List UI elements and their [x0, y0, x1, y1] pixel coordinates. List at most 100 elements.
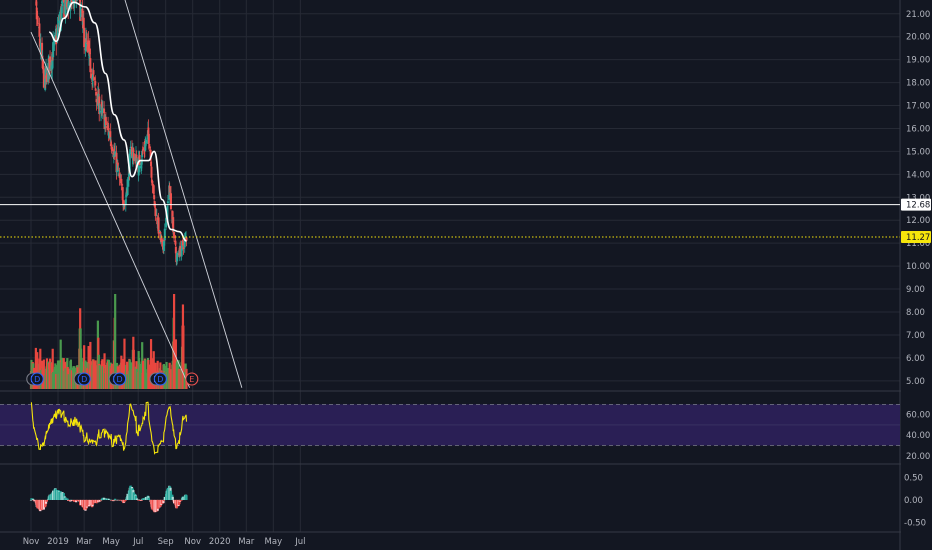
volume-bar — [39, 348, 42, 389]
candle-body — [149, 149, 152, 161]
volume-bar — [132, 349, 135, 389]
macd-bar — [98, 499, 101, 502]
moving-average-line — [48, 1, 187, 242]
volume-bar — [52, 372, 55, 389]
candle-body — [65, 0, 68, 7]
candle-body — [45, 73, 48, 82]
price-tick-label: 20.00 — [906, 33, 930, 43]
macd-bar — [138, 499, 142, 501]
candle-body — [101, 108, 104, 113]
macd-bar — [101, 497, 104, 500]
rsi-band — [0, 403, 900, 446]
candle-body — [42, 69, 45, 88]
macd-bar — [67, 499, 70, 501]
macd-bar — [180, 499, 183, 501]
candle-body — [95, 99, 98, 103]
price-tick-label: 13.00 — [906, 193, 930, 203]
candle-body — [154, 205, 157, 207]
candle-body — [62, 0, 65, 2]
candle-body — [158, 230, 161, 233]
candle-body — [88, 51, 91, 59]
macd-bar — [132, 492, 135, 500]
candle-body — [107, 125, 110, 129]
candle-body — [159, 231, 162, 240]
volume-bar — [51, 348, 54, 389]
candle-body — [153, 195, 156, 200]
candle-body — [144, 144, 147, 151]
volume-bar — [138, 363, 142, 389]
volume-bar — [64, 368, 67, 389]
candle-body — [72, 0, 75, 1]
macd-bar — [30, 498, 33, 500]
macd-bar — [107, 498, 111, 500]
price-tick-label: 9.00 — [906, 285, 925, 295]
candle-body — [57, 25, 60, 32]
candle-body — [60, 7, 63, 22]
candle-body — [183, 238, 186, 248]
macd-bar — [76, 499, 80, 502]
macd-tick-label: 0.50 — [904, 473, 923, 483]
macd-bar — [110, 499, 114, 501]
price-tick-label: 15.00 — [906, 147, 930, 157]
candle-body — [98, 111, 101, 112]
macd-bar — [36, 499, 39, 509]
marker-circle — [113, 372, 127, 386]
candle-body — [151, 181, 154, 186]
candle-body — [169, 193, 172, 210]
candle-body — [144, 144, 147, 146]
candle-body — [51, 53, 54, 70]
candle-body — [147, 133, 150, 144]
candle-body — [80, 4, 83, 6]
candle-body — [110, 143, 113, 147]
candle-body — [140, 159, 143, 165]
candle-body — [185, 237, 188, 241]
candle-body — [117, 170, 120, 172]
price-tick-label: 11.00 — [906, 239, 930, 249]
macd-bar — [112, 499, 115, 502]
macd-bar — [154, 499, 157, 513]
volume-bar — [172, 294, 176, 389]
candle-body — [41, 59, 44, 70]
candle-body — [94, 88, 97, 91]
volume-bar — [114, 294, 117, 389]
volume-bar — [101, 366, 104, 389]
candle-body — [153, 201, 156, 207]
volume-bar — [36, 352, 39, 389]
candle-body — [111, 146, 114, 152]
candle-body — [157, 217, 160, 234]
candle-body — [126, 179, 129, 196]
marker-label: D — [81, 375, 87, 384]
moving-average — [48, 1, 187, 242]
macd-bar — [160, 499, 163, 504]
candle-body — [82, 17, 85, 29]
candle-body — [123, 204, 126, 208]
candle-body — [38, 23, 41, 37]
macd-bar — [69, 499, 72, 502]
volume-bar — [145, 372, 148, 389]
macd-bar — [99, 499, 103, 502]
time-tick-label: 2019 — [47, 537, 69, 547]
macd-bar — [64, 497, 67, 500]
macd-bar — [92, 499, 95, 504]
candle-body — [54, 32, 57, 35]
candle-body — [147, 127, 150, 136]
marker-label: E — [189, 375, 194, 384]
candle-body — [168, 186, 171, 195]
macd-bar — [162, 499, 165, 504]
candle-body — [132, 149, 135, 153]
macd-bar — [32, 498, 35, 500]
candle-body — [162, 240, 165, 251]
macd-bar — [86, 499, 89, 507]
trendline — [30, 31, 191, 388]
volume-bar — [107, 359, 111, 389]
candle-body — [154, 207, 157, 217]
macd-bar — [79, 499, 83, 506]
macd-bar — [185, 495, 188, 500]
candle-body — [44, 69, 47, 90]
price-tick-label: 17.00 — [906, 102, 930, 112]
volume-bar — [89, 341, 92, 389]
volume-bar — [48, 358, 52, 389]
macd-bar — [145, 496, 148, 500]
price-tick-label: 5.00 — [906, 377, 925, 387]
volume-bar — [70, 370, 73, 389]
